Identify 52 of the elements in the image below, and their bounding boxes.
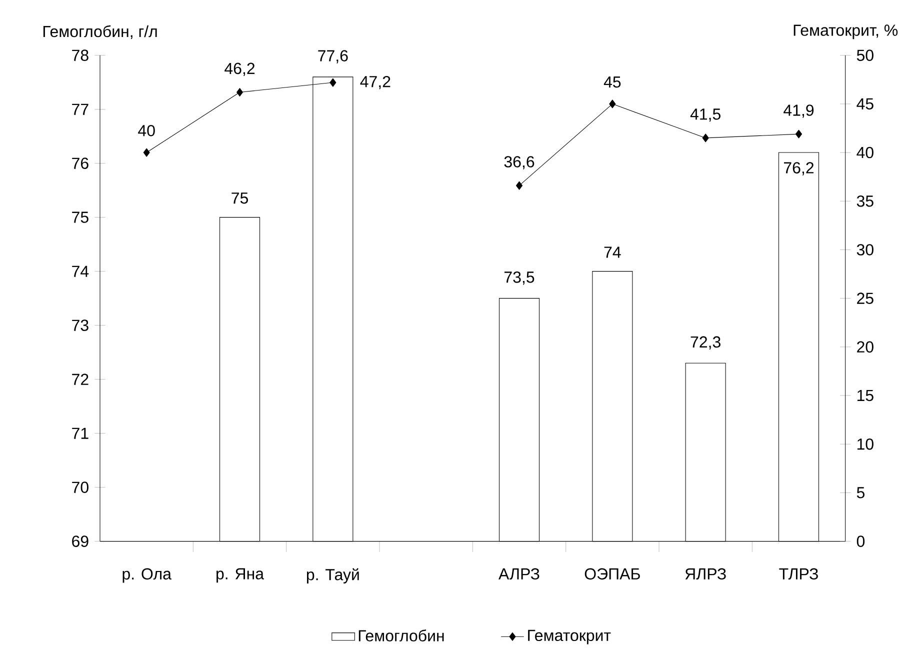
- point: [236, 88, 244, 97]
- data-label: 47,2: [360, 76, 390, 90]
- data-label: 76,2: [784, 162, 814, 176]
- data-label: 72,3: [690, 336, 720, 350]
- x-tick-label: р. Тауй: [306, 568, 359, 584]
- y2-axis-title: Гематокрит, %: [794, 24, 898, 40]
- y2-tick-label: 35: [856, 195, 874, 207]
- x-tick-label: ОЭПАБ: [584, 568, 640, 580]
- point: [795, 130, 802, 138]
- data-label: 41,5: [690, 108, 720, 122]
- y2-tick-label: 50: [856, 50, 874, 61]
- y-tick-label: 70: [72, 482, 88, 493]
- y2-tick-label: 15: [857, 390, 874, 402]
- y-tick-label: 76: [72, 158, 88, 169]
- y-tick-label: 78: [72, 50, 88, 61]
- point: [609, 100, 616, 108]
- legend-label: Гемоглобин: [358, 630, 444, 642]
- data-label: 73,5: [504, 272, 534, 285]
- y-tick-label: 71: [72, 428, 88, 439]
- data-label: 41,9: [784, 104, 814, 118]
- y-tick-label: 73: [72, 320, 88, 331]
- data-label: 74: [604, 246, 621, 258]
- point: [143, 148, 150, 157]
- y2-tick-label: 30: [856, 244, 874, 256]
- y2-tick-label: 20: [857, 341, 874, 353]
- point: [702, 134, 709, 142]
- x-tick-label: р. Яна: [216, 568, 264, 583]
- x-tick-label: ЯЛРЗ: [685, 568, 726, 580]
- data-label: 77,6: [318, 50, 348, 64]
- legend-label: Гематокрит: [528, 630, 611, 644]
- point: [516, 181, 523, 190]
- y2-tick-label: 0: [856, 536, 865, 547]
- y2-tick-label: 25: [857, 292, 874, 304]
- data-label: 75: [232, 192, 248, 204]
- y2-tick-label: 45: [856, 98, 874, 110]
- y-axis-title: Гемоглобин, г/л: [43, 25, 157, 40]
- x-tick-label: АЛРЗ: [498, 568, 540, 580]
- y-tick-label: 69: [72, 536, 88, 547]
- y-tick-label: 74: [72, 266, 89, 277]
- x-tick-label: р. Ола: [122, 568, 172, 583]
- point: [330, 78, 336, 87]
- y2-tick-label: 40: [856, 146, 874, 158]
- y-tick-label: 75: [72, 212, 88, 223]
- x-tick-label: ТЛРЗ: [779, 568, 818, 580]
- y2-tick-label: 10: [857, 438, 874, 450]
- data-label: 40: [138, 124, 155, 136]
- y2-tick-label: 5: [856, 487, 864, 498]
- y-tick-label: 72: [72, 374, 88, 385]
- data-label: 45: [604, 76, 621, 88]
- data-label: 46,2: [224, 62, 255, 76]
- data-label: 36,6: [504, 156, 534, 170]
- y-tick-label: 77: [72, 104, 88, 115]
